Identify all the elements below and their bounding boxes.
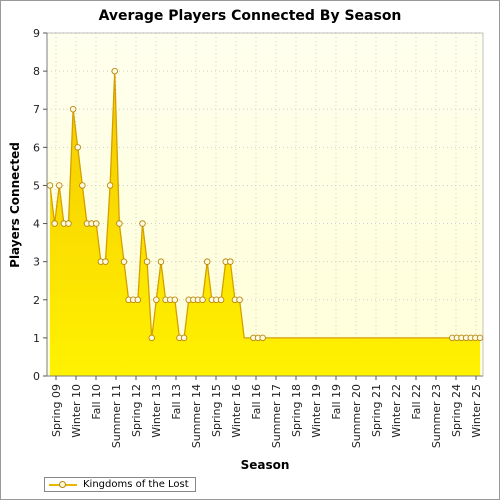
- data-point: [120, 258, 128, 265]
- data-point: [203, 258, 211, 265]
- x-tick-label: Summer 11: [110, 384, 123, 448]
- data-point: [55, 182, 63, 189]
- data-point: [153, 296, 160, 304]
- y-tick-label: 8: [33, 65, 40, 78]
- data-point: [236, 296, 243, 304]
- data-point: [92, 220, 100, 227]
- x-tick-label: Winter 16: [230, 384, 243, 438]
- x-tick-label: Winter 22: [390, 384, 403, 438]
- data-point: [134, 296, 142, 304]
- x-tick-labels: Spring 09 Winter 10 Fall 10 Summer 11 Spring…: [50, 376, 483, 448]
- axes: [46, 32, 484, 377]
- x-axis-label: Season: [240, 458, 290, 472]
- x-tick-label: Winter 13: [150, 384, 163, 438]
- data-point: [157, 258, 165, 265]
- data-point: [51, 220, 58, 227]
- x-tick-label: Fall 10: [90, 384, 103, 420]
- x-tick-label: Spring 24: [450, 384, 463, 437]
- x-tick-label: Fall 16: [250, 384, 263, 420]
- data-point: [102, 258, 109, 265]
- y-tick-label: 2: [33, 294, 40, 307]
- data-point: [139, 220, 146, 227]
- y-tick-label: 9: [33, 27, 40, 40]
- x-tick-label: Fall 19: [330, 384, 343, 420]
- x-tick-label: Summer 17: [270, 384, 283, 448]
- data-point: [476, 334, 484, 342]
- data-point: [111, 67, 118, 75]
- x-tick-label: Summer 20: [350, 384, 363, 448]
- y-tick-label: 4: [33, 218, 40, 231]
- data-point: [171, 296, 179, 304]
- data-point: [259, 334, 266, 342]
- x-tick-label: Winter 25: [470, 384, 483, 438]
- series-markers: [46, 67, 484, 342]
- y-tick-label: 0: [33, 370, 40, 383]
- data-point: [217, 296, 225, 304]
- y-tick-label: 1: [33, 332, 40, 345]
- data-point: [74, 144, 81, 151]
- y-tick-label: 6: [33, 141, 40, 154]
- data-point: [199, 296, 206, 304]
- x-tick-label: Fall 13: [170, 384, 183, 420]
- y-tick-label: 5: [33, 179, 40, 192]
- data-point: [65, 220, 72, 227]
- y-tick-label: 3: [33, 256, 40, 269]
- data-point: [46, 182, 54, 189]
- x-tick-label: Spring 21: [370, 384, 383, 437]
- y-tick-label: 7: [33, 103, 40, 116]
- x-tick-label: Fall 22: [410, 384, 423, 420]
- data-point: [180, 334, 188, 342]
- legend-swatch: [49, 480, 77, 490]
- data-point: [79, 182, 86, 189]
- data-point: [227, 258, 234, 265]
- legend-label: Kingdoms of the Lost: [83, 479, 189, 490]
- x-tick-label: Spring 12: [130, 384, 143, 437]
- x-tick-label: Spring 15: [210, 384, 223, 437]
- x-tick-label: Winter 19: [310, 384, 323, 438]
- data-point: [148, 334, 155, 342]
- legend: Kingdoms of the Lost: [44, 477, 196, 492]
- x-tick-label: Spring 18: [290, 384, 303, 437]
- x-tick-label: Summer 14: [190, 384, 203, 448]
- data-point: [106, 182, 114, 189]
- y-tick-labels: 0 1 2 3 4 5 6 7 8 9: [33, 27, 47, 383]
- x-tick-label: Winter 10: [70, 384, 83, 438]
- data-point: [143, 258, 151, 265]
- chart-title: Average Players Connected By Season: [98, 8, 402, 24]
- plot-border: [46, 32, 484, 377]
- x-tick-label: Summer 23: [430, 384, 443, 448]
- data-point: [69, 105, 77, 113]
- x-tick-label: Spring 09: [50, 384, 63, 437]
- data-point: [116, 220, 123, 227]
